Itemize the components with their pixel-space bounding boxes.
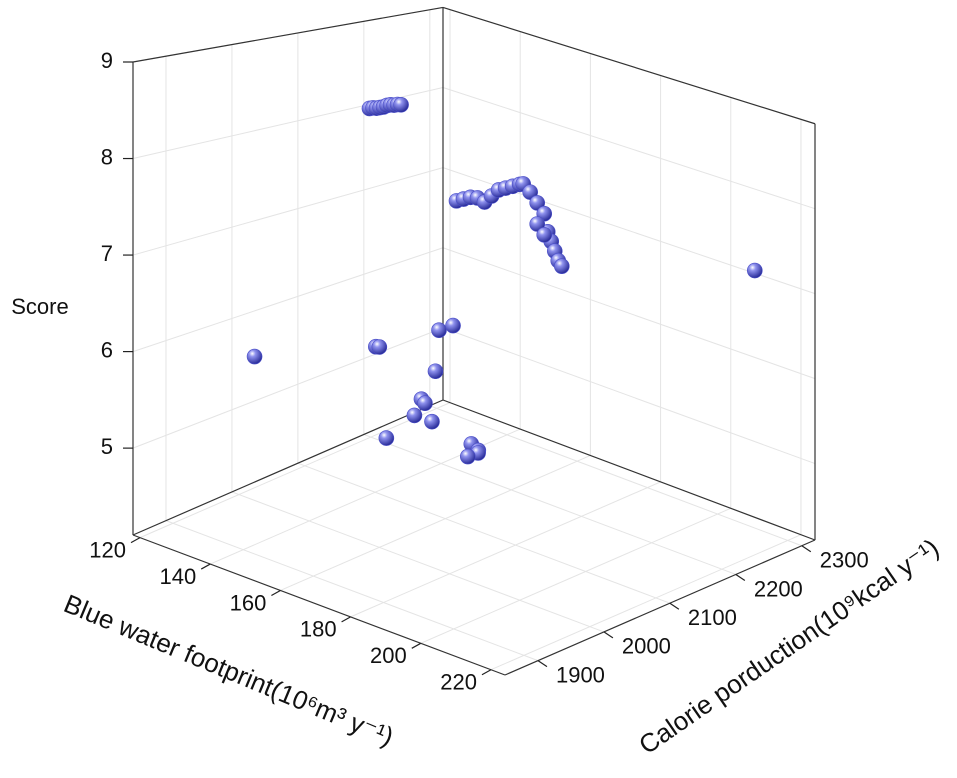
tick-mark bbox=[341, 616, 351, 623]
grid-line bbox=[429, 405, 802, 547]
x-tick-label: 120 bbox=[89, 537, 126, 562]
data-point bbox=[417, 395, 433, 412]
data-point bbox=[406, 407, 423, 424]
y-tick-label: 1900 bbox=[556, 662, 605, 687]
z-tick-label: 9 bbox=[101, 48, 113, 73]
tick-mark bbox=[200, 563, 211, 570]
axis-edge bbox=[504, 539, 816, 676]
data-point bbox=[459, 448, 476, 465]
y-axis-label: Calorie porduction(10⁹kcal y⁻¹) bbox=[633, 532, 944, 760]
z-axis-label: Score bbox=[11, 294, 68, 319]
x-tick-label: 140 bbox=[159, 564, 196, 589]
tick-mark bbox=[411, 642, 422, 649]
data-point bbox=[536, 227, 553, 243]
grid-line bbox=[442, 327, 816, 465]
grid-line bbox=[490, 534, 802, 671]
data-point bbox=[371, 339, 388, 355]
grid-line bbox=[442, 87, 816, 210]
y-tick-label: 2300 bbox=[820, 548, 869, 573]
axis-edge bbox=[442, 6, 816, 125]
tick-mark bbox=[271, 589, 281, 596]
grid-line bbox=[442, 247, 816, 380]
grid-line bbox=[280, 455, 591, 591]
grid-line bbox=[297, 462, 671, 604]
z-tick-label: 5 bbox=[101, 434, 113, 459]
axis-edge bbox=[442, 399, 816, 541]
data-point bbox=[553, 258, 570, 274]
tick-mark bbox=[669, 602, 680, 610]
data-point bbox=[431, 322, 447, 338]
z-tick-label: 7 bbox=[101, 241, 113, 266]
data-point bbox=[246, 348, 263, 365]
grid-line bbox=[139, 402, 451, 539]
grid-line bbox=[132, 247, 444, 353]
tick-mark bbox=[735, 573, 746, 581]
grid-line bbox=[363, 434, 737, 575]
data-point bbox=[427, 363, 444, 380]
axis-edge bbox=[132, 6, 444, 63]
data-point bbox=[378, 430, 395, 446]
tick-mark bbox=[603, 631, 614, 639]
tick-mark bbox=[130, 537, 141, 544]
y-tick-label: 2200 bbox=[754, 576, 803, 601]
axis-edge bbox=[132, 534, 506, 676]
grid-line bbox=[165, 520, 539, 662]
data-point bbox=[445, 317, 461, 334]
x-tick-label: 200 bbox=[370, 643, 407, 668]
data-point bbox=[424, 413, 440, 430]
axis-edge bbox=[132, 399, 444, 536]
x-tick-label: 220 bbox=[440, 670, 477, 695]
grid-line bbox=[350, 481, 661, 618]
grid-line bbox=[231, 491, 605, 633]
tick-mark bbox=[537, 660, 548, 668]
x-tick-label: 180 bbox=[300, 617, 337, 642]
z-tick-label: 8 bbox=[101, 144, 113, 169]
data-point bbox=[393, 96, 409, 113]
grid-line bbox=[420, 507, 731, 644]
y-tick-label: 2100 bbox=[688, 605, 737, 630]
grid-line bbox=[132, 167, 444, 256]
tick-mark bbox=[801, 545, 812, 553]
z-tick-label: 6 bbox=[101, 337, 113, 362]
tick-mark bbox=[481, 669, 492, 676]
data-point bbox=[746, 262, 763, 279]
x-tick-label: 160 bbox=[230, 590, 267, 615]
y-tick-label: 2000 bbox=[622, 634, 671, 659]
grid-line bbox=[132, 327, 444, 449]
